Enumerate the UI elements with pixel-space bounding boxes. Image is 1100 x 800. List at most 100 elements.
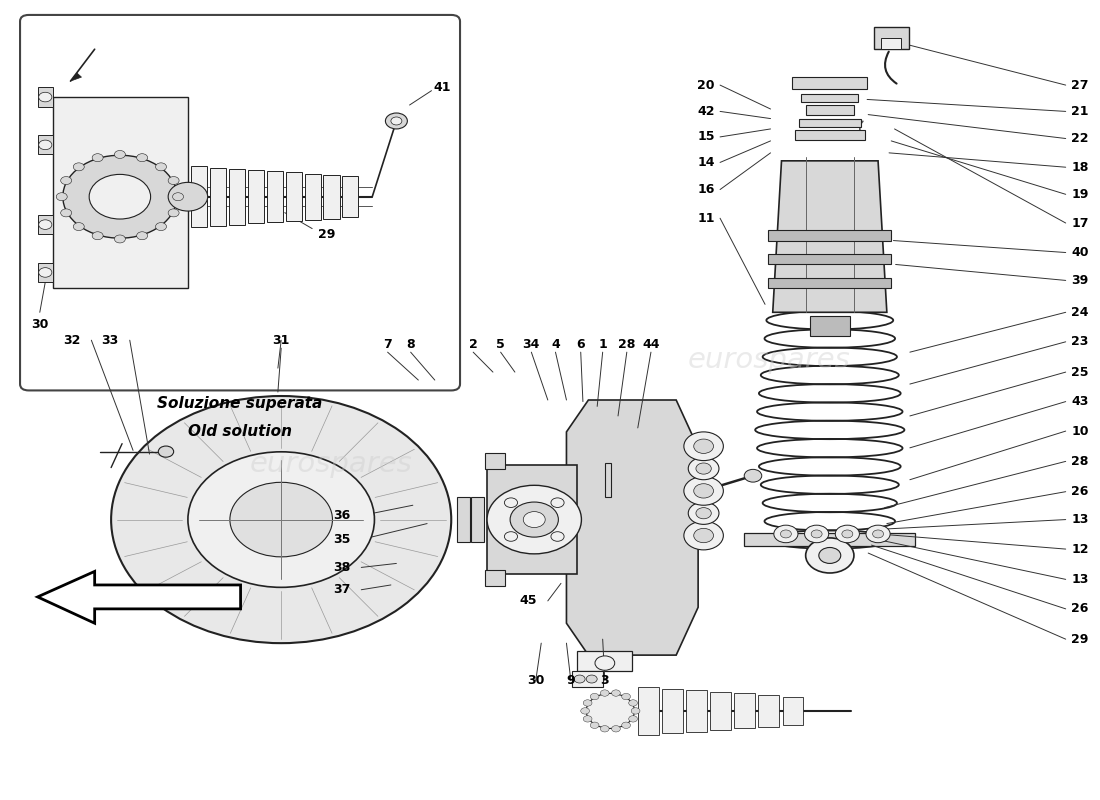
Circle shape <box>92 232 103 240</box>
Text: 26: 26 <box>1071 485 1089 498</box>
Bar <box>810 316 849 336</box>
Bar <box>605 463 612 497</box>
Text: 13: 13 <box>1071 513 1089 526</box>
Circle shape <box>689 458 719 480</box>
Text: 22: 22 <box>1071 132 1089 145</box>
Circle shape <box>601 726 609 732</box>
Circle shape <box>168 209 179 217</box>
Text: 37: 37 <box>333 583 350 596</box>
Polygon shape <box>37 571 241 623</box>
Circle shape <box>835 525 859 542</box>
Circle shape <box>188 452 374 587</box>
Bar <box>191 166 207 227</box>
Polygon shape <box>485 570 505 586</box>
Text: 39: 39 <box>1071 274 1088 287</box>
Bar <box>686 690 707 732</box>
Bar <box>794 130 865 140</box>
Circle shape <box>694 439 714 454</box>
Bar <box>768 254 891 265</box>
Circle shape <box>866 525 890 542</box>
Circle shape <box>601 690 609 696</box>
Circle shape <box>583 700 592 706</box>
Circle shape <box>780 530 791 538</box>
Polygon shape <box>70 73 81 81</box>
Text: 4: 4 <box>551 338 560 350</box>
Text: 30: 30 <box>527 674 544 687</box>
Text: 31: 31 <box>273 334 290 346</box>
Bar <box>267 171 283 222</box>
Circle shape <box>39 140 52 150</box>
Text: 17: 17 <box>1071 217 1089 230</box>
Bar <box>229 169 245 225</box>
Circle shape <box>586 694 635 729</box>
Text: 2: 2 <box>469 338 477 350</box>
Circle shape <box>39 268 52 278</box>
Circle shape <box>111 396 451 643</box>
Circle shape <box>872 530 883 538</box>
Circle shape <box>168 182 208 211</box>
Polygon shape <box>53 97 188 288</box>
Text: 26: 26 <box>1071 602 1089 615</box>
Text: 29: 29 <box>318 228 336 241</box>
Circle shape <box>773 525 798 542</box>
Circle shape <box>510 502 559 537</box>
Circle shape <box>60 177 72 185</box>
Circle shape <box>155 163 166 171</box>
Circle shape <box>505 498 518 507</box>
Text: 44: 44 <box>642 338 660 350</box>
Bar <box>37 215 53 234</box>
Text: 42: 42 <box>697 105 715 118</box>
Circle shape <box>168 177 179 185</box>
Circle shape <box>92 154 103 162</box>
Text: 35: 35 <box>333 533 350 546</box>
Text: 20: 20 <box>697 78 715 91</box>
Text: eurospares: eurospares <box>250 450 411 478</box>
Text: 28: 28 <box>618 338 636 350</box>
Circle shape <box>811 530 822 538</box>
Circle shape <box>631 708 640 714</box>
Circle shape <box>629 716 638 722</box>
Bar <box>37 87 53 106</box>
Circle shape <box>805 538 854 573</box>
Text: 6: 6 <box>576 338 585 350</box>
Circle shape <box>629 700 638 706</box>
Circle shape <box>39 220 52 230</box>
Circle shape <box>612 690 620 696</box>
Text: 43: 43 <box>1071 395 1089 408</box>
Circle shape <box>385 113 407 129</box>
Text: 13: 13 <box>1071 573 1089 586</box>
Text: 10: 10 <box>1071 425 1089 438</box>
Circle shape <box>89 174 151 219</box>
Circle shape <box>689 502 719 524</box>
Text: Soluzione superata: Soluzione superata <box>157 397 322 411</box>
Circle shape <box>136 232 147 240</box>
Bar <box>745 533 915 546</box>
Circle shape <box>694 528 714 542</box>
Circle shape <box>591 694 600 700</box>
Polygon shape <box>487 466 578 574</box>
Text: 24: 24 <box>1071 306 1089 319</box>
Text: 25: 25 <box>1071 366 1089 378</box>
Circle shape <box>574 675 585 683</box>
Circle shape <box>63 155 177 238</box>
Bar <box>711 692 732 730</box>
Bar <box>342 176 359 218</box>
Circle shape <box>804 525 828 542</box>
Bar <box>638 687 659 735</box>
Text: 30: 30 <box>31 318 48 330</box>
Circle shape <box>696 508 712 518</box>
Text: 5: 5 <box>496 338 505 350</box>
Text: 19: 19 <box>1071 188 1089 201</box>
Circle shape <box>696 463 712 474</box>
Bar <box>286 172 301 221</box>
Circle shape <box>842 530 852 538</box>
Text: 15: 15 <box>697 130 715 143</box>
Circle shape <box>74 163 85 171</box>
Circle shape <box>684 521 724 550</box>
Circle shape <box>595 656 615 670</box>
Circle shape <box>684 432 724 461</box>
Circle shape <box>524 512 546 527</box>
Circle shape <box>114 235 125 243</box>
Text: 28: 28 <box>1071 455 1089 468</box>
Circle shape <box>586 675 597 683</box>
